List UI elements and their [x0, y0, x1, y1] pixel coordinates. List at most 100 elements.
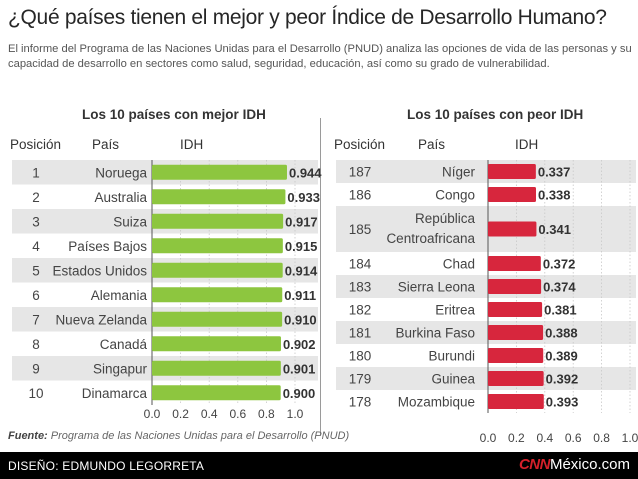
source-text: Programa de las Naciones Unidas para el …: [50, 430, 350, 442]
worst-bar: [488, 302, 543, 317]
best-value-label: 0.915: [285, 239, 318, 254]
best-category-label: Dinamarca: [82, 386, 148, 401]
design-credit: DISEÑO: EDMUNDO LEGORRETA: [8, 459, 205, 473]
best-position-header: Posición: [10, 137, 62, 152]
best-category-label: Canadá: [100, 337, 148, 352]
best-value-label: 0.911: [284, 288, 316, 303]
best-position-label: 10: [28, 386, 43, 401]
worst-idh-header: IDH: [515, 137, 539, 152]
worst-bar: [488, 221, 537, 237]
best-value-label: 0.910: [284, 312, 317, 327]
best-category-label: Singapur: [93, 361, 148, 376]
best-bar: [152, 164, 287, 180]
best-tick-label: 1.0: [287, 407, 304, 421]
worst-value-label: 0.393: [546, 395, 579, 410]
worst-category-label: Congo: [435, 188, 475, 203]
page-subtitle: El informe del Programa de las Naciones …: [8, 43, 632, 70]
worst-position-label: 184: [349, 257, 372, 272]
worst-idh-chart-title: Los 10 países con peor IDH: [407, 107, 584, 122]
best-tick-label: 0.8: [258, 407, 275, 421]
worst-row-stripe: [336, 367, 636, 390]
worst-position-label: 186: [349, 188, 372, 203]
worst-position-label: 181: [349, 326, 372, 341]
brand-logo: CNNMéxico.com: [519, 456, 630, 473]
worst-position-label: 185: [349, 222, 372, 237]
best-bar: [152, 385, 281, 401]
best-bar: [152, 262, 283, 278]
worst-value-label: 0.392: [546, 372, 579, 387]
best-category-label: Nueva Zelanda: [55, 312, 147, 327]
worst-category-label: Eritrea: [435, 303, 475, 318]
best-category-label: Australia: [94, 190, 147, 205]
best-value-label: 0.914: [285, 263, 318, 278]
best-category-label: Estados Unidos: [52, 263, 147, 278]
worst-row-stripe: [336, 160, 636, 183]
best-position-label: 1: [32, 165, 40, 180]
worst-bar: [488, 187, 536, 202]
worst-category-label: Burkina Faso: [395, 326, 475, 341]
best-value-label: 0.901: [283, 361, 316, 376]
worst-row-stripe: [336, 275, 636, 298]
worst-value-label: 0.337: [538, 165, 571, 180]
worst-bar: [488, 279, 542, 294]
best-bar: [152, 360, 281, 376]
best-idh-chart-title: Los 10 países con mejor IDH: [82, 107, 266, 122]
best-idh-header: IDH: [180, 137, 204, 152]
worst-category-label: Mozambique: [398, 395, 475, 410]
page-title: ¿Qué países tienen el mejor y peor Índic…: [8, 6, 607, 29]
best-bar: [152, 213, 284, 229]
brand-site: México.com: [549, 456, 630, 473]
worst-bar: [488, 256, 541, 271]
worst-value-label: 0.372: [543, 257, 576, 272]
best-bar: [152, 287, 283, 303]
best-value-label: 0.900: [283, 386, 316, 401]
best-tick-label: 0.4: [201, 407, 218, 421]
worst-value-label: 0.381: [544, 303, 577, 318]
worst-tick-label: 1.0: [622, 431, 638, 445]
worst-position-header: Posición: [334, 137, 386, 152]
source-note: Fuente: Programa de las Naciones Unidas …: [8, 430, 349, 442]
worst-tick-label: 0.4: [536, 431, 553, 445]
best-country-header: País: [92, 137, 120, 152]
best-tick-label: 0.6: [229, 407, 246, 421]
worst-value-label: 0.341: [538, 222, 571, 237]
worst-position-label: 187: [349, 165, 372, 180]
best-bar: [152, 238, 283, 254]
worst-bar: [488, 164, 536, 179]
worst-position-label: 179: [349, 372, 372, 387]
worst-position-label: 180: [349, 349, 372, 364]
best-category-label: Alemania: [91, 288, 148, 303]
worst-value-label: 0.338: [538, 188, 571, 203]
best-position-label: 8: [32, 337, 40, 352]
column-divider: [320, 118, 321, 436]
worst-tick-label: 0.8: [593, 431, 610, 445]
worst-category-label: República Centroafricana: [386, 211, 475, 246]
best-bar: [152, 311, 283, 327]
worst-tick-label: 0.2: [508, 431, 525, 445]
worst-row-stripe: [336, 206, 636, 252]
best-position-label: 9: [32, 361, 40, 376]
footer-bar: DISEÑO: EDMUNDO LEGORRETA CNNMéxico.com: [0, 452, 638, 479]
worst-bar: [488, 348, 544, 363]
worst-bar: [488, 325, 544, 340]
worst-category-label: Guinea: [431, 372, 475, 387]
worst-position-label: 178: [349, 395, 372, 410]
worst-value-label: 0.389: [545, 349, 578, 364]
best-tick-label: 0.2: [172, 407, 189, 421]
best-bar: [152, 336, 281, 352]
best-value-label: 0.944: [289, 165, 322, 180]
best-tick-label: 0.0: [144, 407, 161, 421]
worst-row-stripe: [336, 321, 636, 344]
worst-category-label: Chad: [443, 257, 475, 272]
source-label: Fuente:: [8, 430, 48, 442]
best-position-label: 2: [32, 190, 40, 205]
best-position-label: 5: [32, 263, 40, 278]
best-position-label: 7: [32, 312, 40, 327]
best-value-label: 0.917: [285, 214, 318, 229]
best-bar: [152, 189, 286, 205]
best-position-label: 3: [32, 214, 40, 229]
worst-position-label: 183: [349, 280, 372, 295]
best-position-label: 6: [32, 288, 40, 303]
best-value-label: 0.933: [287, 190, 320, 205]
